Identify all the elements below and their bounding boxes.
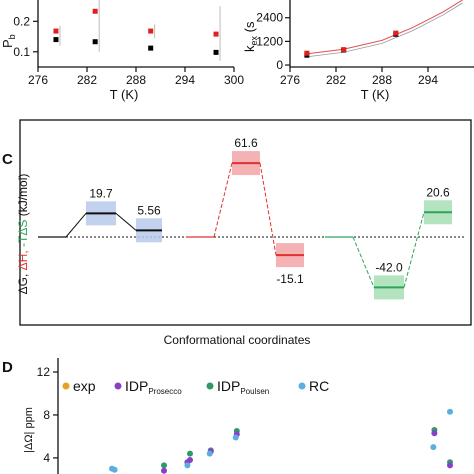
panel-d-point [447, 408, 453, 415]
tr-ticks: 276 282 288 294 0 1200 2400 [256, 11, 438, 87]
tl-point [92, 8, 98, 14]
panel-d-legend-label: exp [73, 378, 96, 394]
panel-d-legend-marker [298, 382, 306, 390]
panel-top-left: Pb T (K) 276 282 288 294 300 0.1 0.2 [0, 0, 244, 102]
panel-c-connector [65, 213, 87, 238]
panel-label-d: D [2, 359, 13, 376]
tr-fit-curve-red [305, 0, 463, 55]
tl-point [213, 49, 219, 55]
tr-xlabel: T (K) [361, 87, 390, 102]
panel-d-point [430, 444, 437, 451]
tl-xlabel: T (K) [110, 87, 139, 102]
tl-xtick-label: 300 [224, 73, 244, 87]
tl-axes [37, 0, 234, 68]
panel-d-point [232, 434, 239, 441]
panel-d-legend-label: IDPProsecco [125, 378, 182, 396]
panel-d-point [161, 462, 167, 469]
tl-point [53, 28, 59, 34]
tr-ytick-label: 0 [276, 58, 283, 72]
tr-point [341, 47, 347, 53]
tl-xtick-label: 276 [28, 73, 48, 87]
panel-c-frame [19, 119, 472, 326]
tl-ylabel: Pb [0, 34, 17, 48]
panel-c-value-label: 61.6 [234, 136, 258, 150]
tr-point [393, 30, 399, 36]
panel-d-legend: exp IDPProsecco IDPPoulsen RC [62, 378, 329, 396]
panel-d-point [161, 467, 167, 474]
panel-c-connector [352, 236, 375, 288]
panel-c-value-label: -42.0 [375, 260, 403, 274]
panel-d-point [184, 462, 191, 469]
panel-c-value-label: -15.1 [276, 272, 304, 286]
panel-c-connector [213, 162, 233, 238]
panel-d-ytick-label: 12 [37, 365, 51, 379]
tl-point [148, 28, 154, 34]
panel-c-connector [403, 212, 425, 288]
tr-fit-curve-grey [305, 2, 463, 58]
panel-d-point [431, 430, 438, 437]
panel-c-ylabel: ΔG, ΔH, -TΔS (kJ/mol) [16, 174, 30, 295]
panel-label-c: C [2, 151, 13, 168]
tl-xtick-label: 294 [175, 73, 195, 87]
panel-d-legend-marker [114, 382, 122, 390]
panel-c-connector [115, 212, 137, 231]
tl-point [53, 37, 59, 43]
panel-c-xlabel: Conformational coordinates [164, 333, 311, 347]
tr-xtick-label: 288 [372, 73, 392, 87]
panel-d-point [447, 462, 453, 469]
panel-d-ylabel: |ΔΩ| ppm [23, 407, 35, 453]
panel-d-points [109, 408, 453, 474]
panel-d-ytick-label: 8 [43, 408, 50, 422]
panel-c-connector [259, 162, 277, 256]
tl-point [148, 45, 154, 51]
tl-marks [53, 0, 221, 61]
tl-ticks: 276 282 288 294 300 0.1 0.2 [13, 14, 244, 87]
tl-xtick-label: 288 [126, 73, 146, 87]
panel-d-legend-marker [206, 382, 214, 390]
panel-c-value-label: 19.7 [89, 186, 113, 200]
tl-xtick-label: 282 [77, 73, 97, 87]
tr-marks [304, 0, 463, 58]
tr-ytick-label: 2400 [256, 11, 283, 25]
panel-c: C ΔG, ΔH, -TΔS (kJ/mol) Conformational c… [2, 119, 472, 347]
tr-xtick-label: 276 [280, 73, 300, 87]
panel-d-legend-marker [62, 382, 70, 390]
panel-d-legend-label: RC [309, 378, 329, 394]
panel-d-ytick-label: 4 [43, 451, 50, 465]
tl-point [213, 31, 219, 37]
panel-d-point [206, 450, 213, 457]
panel-d-point [187, 450, 193, 457]
panel-d-point [111, 466, 118, 473]
panel-d-point [187, 457, 193, 464]
panel-c-value-label: 20.6 [426, 185, 450, 199]
panel-c-value-label: 5.56 [137, 203, 161, 217]
panel-d-ticks: 4 8 12 [37, 365, 58, 465]
tr-point [304, 50, 310, 56]
panel-top-right: kex (s T (K) 276 282 288 294 0 1200 2400 [242, 0, 474, 102]
panel-d: D |ΔΩ| ppm 4 8 12 exp IDPProsecco IDPPoulsen… [2, 358, 453, 474]
tr-xtick-label: 282 [326, 73, 346, 87]
tr-xtick-label: 294 [418, 73, 438, 87]
tl-ytick-label: 0.2 [13, 14, 30, 28]
panel-c-levels: 19.7 5.56 61.6 -15.1 -42.0 20.6 [38, 136, 466, 300]
tr-ylabel: kex (s [242, 21, 259, 52]
panel-d-legend-label: IDPPoulsen [217, 378, 269, 396]
tl-ytick-label: 0.1 [13, 45, 30, 59]
tr-ytick-label: 1200 [256, 34, 283, 48]
tl-point [92, 39, 98, 45]
